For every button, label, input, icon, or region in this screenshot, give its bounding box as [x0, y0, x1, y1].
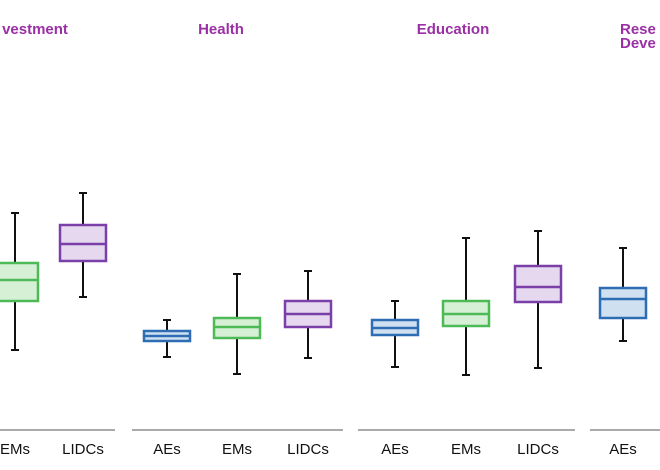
panel-title: Rese — [620, 21, 656, 38]
x-tick-label: AEs — [153, 441, 181, 458]
panel-title: vestment — [2, 21, 68, 38]
panel-title: Health — [198, 21, 244, 38]
x-tick-label: AEs — [381, 441, 409, 458]
x-tick-label: EMs — [451, 441, 481, 458]
x-tick-label: LIDCs — [517, 441, 559, 458]
box — [0, 261, 40, 303]
panel-title: Education — [417, 21, 490, 38]
x-tick-label: EMs — [222, 441, 252, 458]
box — [598, 286, 648, 320]
panel-title: Deve — [620, 35, 656, 52]
x-tick-label: LIDCs — [287, 441, 329, 458]
x-tick-label: LIDCs — [62, 441, 104, 458]
x-tick-label: AEs — [609, 441, 637, 458]
x-tick-label: EMs — [0, 441, 30, 458]
box — [513, 264, 563, 304]
